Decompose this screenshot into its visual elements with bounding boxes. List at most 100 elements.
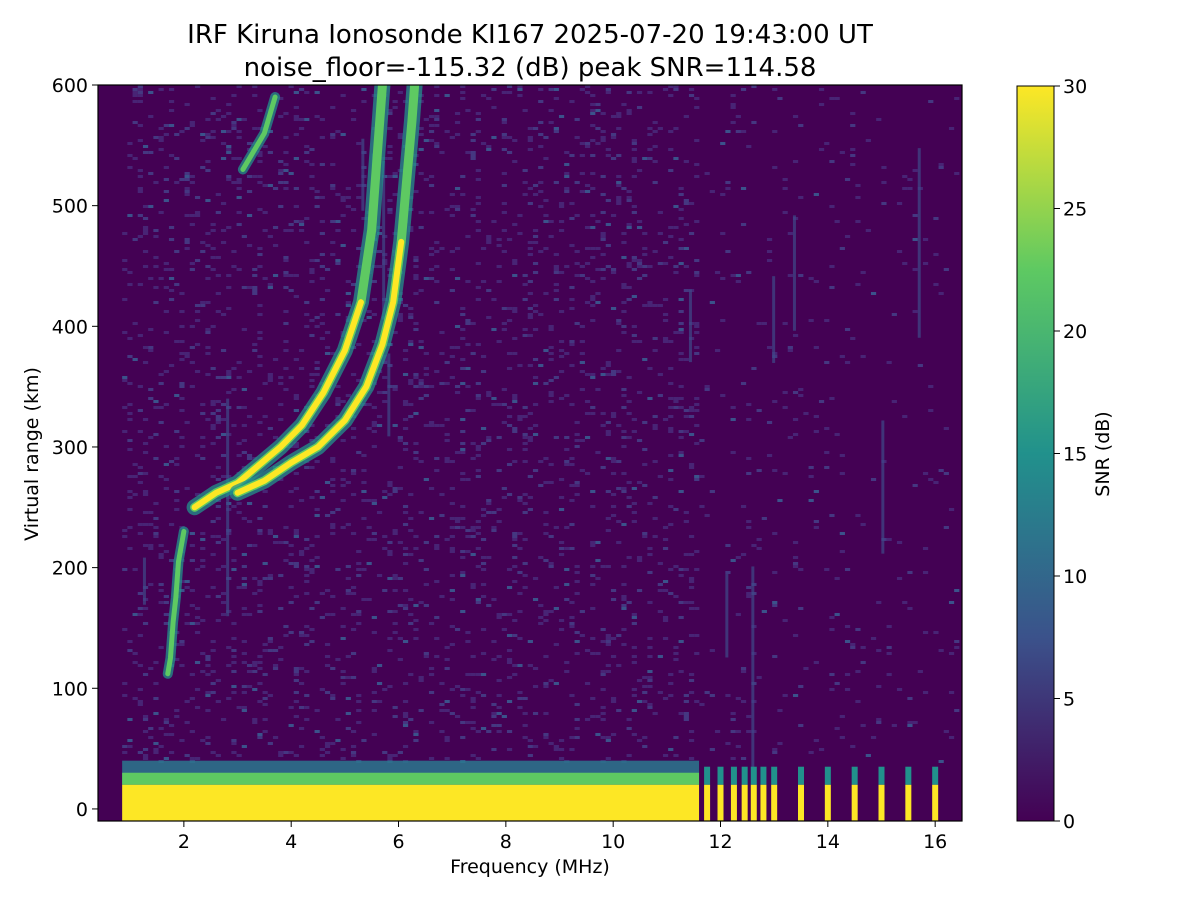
noise-cell (283, 310, 289, 313)
noise-cell (657, 373, 663, 376)
noise-cell (142, 490, 149, 493)
noise-cell (558, 271, 565, 274)
noise-cell (647, 157, 653, 160)
noise-cell (408, 382, 414, 385)
noise-cell (475, 343, 481, 346)
noise-cell (174, 457, 180, 460)
noise-cell (522, 433, 528, 436)
noise-cell (798, 196, 804, 199)
noise-cell (756, 676, 762, 679)
noise-cell (402, 745, 409, 748)
noise-cell (356, 694, 362, 697)
noise-cell (335, 229, 341, 232)
noise-cell (340, 526, 346, 529)
noise-cell (423, 118, 429, 121)
noise-cell (298, 550, 305, 553)
noise-cell (590, 139, 596, 142)
noise-cell (517, 418, 523, 421)
noise-cell (215, 400, 221, 403)
noise-cell (610, 136, 617, 139)
noise-cell (522, 298, 528, 301)
noise-cell (704, 514, 710, 517)
noise-cell (350, 469, 357, 472)
noise-cell (657, 610, 663, 613)
noise-cell (418, 148, 424, 151)
noise-cell (153, 256, 159, 259)
noise-cell (408, 229, 414, 232)
noise-cell (335, 400, 341, 403)
noise-cell (532, 127, 539, 130)
noise-cell (610, 133, 617, 136)
noise-cell (652, 181, 658, 184)
noise-cell (288, 544, 294, 547)
noise-cell (168, 109, 175, 112)
noise-cell (486, 499, 492, 502)
noise-cell (127, 382, 133, 385)
noise-cell (470, 529, 476, 532)
noise-cell (834, 727, 840, 730)
noise-cell (371, 424, 377, 427)
noise-cell (283, 526, 289, 529)
noise-cell (870, 292, 877, 295)
noise-cell (517, 214, 523, 217)
colorbar-tick-label: 20 (1063, 321, 1087, 343)
noise-cell (423, 139, 429, 142)
noise-cell (933, 253, 939, 256)
noise-cell (735, 280, 741, 283)
noise-cell (257, 151, 263, 154)
noise-cell (631, 295, 637, 298)
noise-cell (636, 262, 643, 265)
x-axis: 2 4 6 8 10 12 14 16 (178, 821, 947, 853)
noise-cell (309, 568, 315, 571)
noise-cell (205, 709, 211, 712)
noise-cell (402, 562, 409, 565)
noise-cell (345, 196, 351, 199)
noise-cell (569, 286, 575, 289)
noise-cell (584, 277, 591, 280)
noise-cell (132, 100, 138, 103)
noise-cell (137, 430, 143, 433)
noise-cell (688, 466, 695, 469)
noise-cell (527, 739, 533, 742)
noise-cell (475, 196, 481, 199)
noise-cell (153, 400, 159, 403)
noise-cell (220, 613, 227, 616)
noise-cell (153, 682, 159, 685)
noise-cell (382, 400, 388, 403)
noise-cell (813, 526, 819, 529)
noise-cell (127, 547, 133, 550)
noise-cell (283, 163, 289, 166)
trace-core (191, 299, 364, 511)
noise-cell (314, 367, 320, 370)
noise-cell (465, 721, 471, 724)
noise-cell (621, 301, 627, 304)
noise-cell (824, 466, 830, 469)
noise-cell (454, 526, 461, 529)
noise-cell (444, 130, 450, 133)
noise-cell (236, 502, 242, 505)
noise-cell (938, 292, 944, 295)
noise-cell (454, 451, 461, 454)
noise-cell (330, 532, 336, 535)
noise-cell (928, 100, 934, 103)
noise-cell (590, 226, 596, 229)
noise-cell (293, 133, 299, 136)
noise-cell (730, 757, 736, 760)
noise-cell (122, 529, 128, 532)
noise-cell (127, 418, 133, 421)
noise-streak (881, 420, 885, 554)
noise-cell (153, 181, 159, 184)
channel-echo (878, 784, 885, 821)
noise-cell (480, 538, 487, 541)
noise-cell (231, 742, 237, 745)
noise-cell (122, 694, 128, 697)
noise-cell (491, 526, 497, 529)
noise-cell (532, 745, 539, 748)
noise-cell (220, 538, 227, 541)
noise-cell (574, 640, 580, 643)
noise-cell (470, 706, 476, 709)
noise-cell (860, 355, 866, 358)
noise-cell (694, 634, 700, 637)
noise-cell (688, 409, 695, 412)
noise-cell (844, 235, 851, 238)
